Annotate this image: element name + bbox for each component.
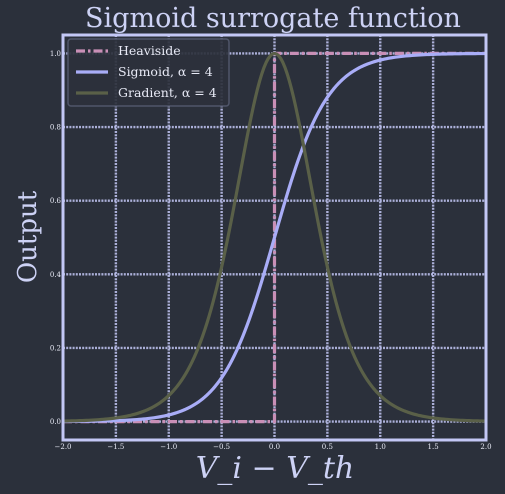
y-tick-label-0: 0.0: [50, 418, 61, 426]
legend: Heaviside Sigmoid, α = 4 Gradient, α = 4: [67, 38, 230, 107]
series-layer: [62, 51, 487, 424]
x-tick-label-2: −1.0: [160, 443, 177, 451]
x-tick-label-6: 1.0: [375, 443, 386, 451]
x-tick-label-8: 2.0: [480, 443, 491, 451]
legend-box: [67, 38, 230, 107]
y-tick-label-3: 0.6: [50, 197, 62, 205]
series-line-1: [62, 51, 487, 424]
legend-label-2: Gradient, α = 4: [118, 85, 217, 100]
y-tick-label-2: 0.4: [50, 271, 62, 279]
legend-label-0: Heaviside: [118, 43, 181, 58]
series-line-2: [62, 51, 487, 423]
x-axis-label: V_i − V_th: [196, 451, 355, 486]
x-tick-label-5: 0.5: [322, 443, 333, 451]
y-axis-label: Output: [13, 190, 43, 283]
x-tick-label-3: −0.5: [213, 443, 230, 451]
series-line-0: [63, 51, 486, 424]
x-tick-label-0: −2.0: [55, 443, 72, 451]
y-tick-label-5: 1.0: [50, 50, 61, 58]
y-tick-label-4: 0.8: [50, 124, 61, 132]
legend-label-1: Sigmoid, α = 4: [118, 64, 213, 79]
tick-labels: −2.0 −1.5 −1.0 −0.5 0.0 0.5 1.0 1.5 2.0 0.0 0.2 0.4…: [50, 50, 492, 451]
chart-title: Sigmoid surrogate function: [85, 3, 461, 34]
x-tick-label-7: 1.5: [428, 443, 439, 451]
plot-frame: [61, 33, 488, 442]
x-tick-label-4: 0.0: [269, 443, 280, 451]
x-tick-label-1: −1.5: [107, 443, 124, 451]
y-tick-label-1: 0.2: [50, 344, 61, 352]
